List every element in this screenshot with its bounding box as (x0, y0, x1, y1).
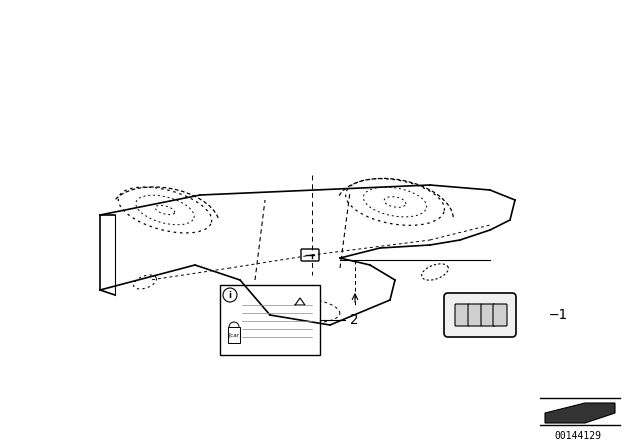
FancyBboxPatch shape (444, 293, 516, 337)
Text: [car]: [car] (228, 332, 241, 337)
FancyBboxPatch shape (468, 304, 482, 326)
FancyBboxPatch shape (301, 249, 319, 261)
Text: 2: 2 (350, 313, 358, 327)
FancyBboxPatch shape (493, 304, 507, 326)
Text: 00144129: 00144129 (554, 431, 602, 441)
Circle shape (223, 288, 237, 302)
Text: i: i (228, 290, 232, 300)
FancyBboxPatch shape (481, 304, 495, 326)
Text: —1: —1 (550, 308, 567, 322)
Polygon shape (545, 403, 615, 423)
Bar (228, 327, 240, 343)
FancyBboxPatch shape (455, 304, 469, 326)
Bar (220, 285, 320, 355)
